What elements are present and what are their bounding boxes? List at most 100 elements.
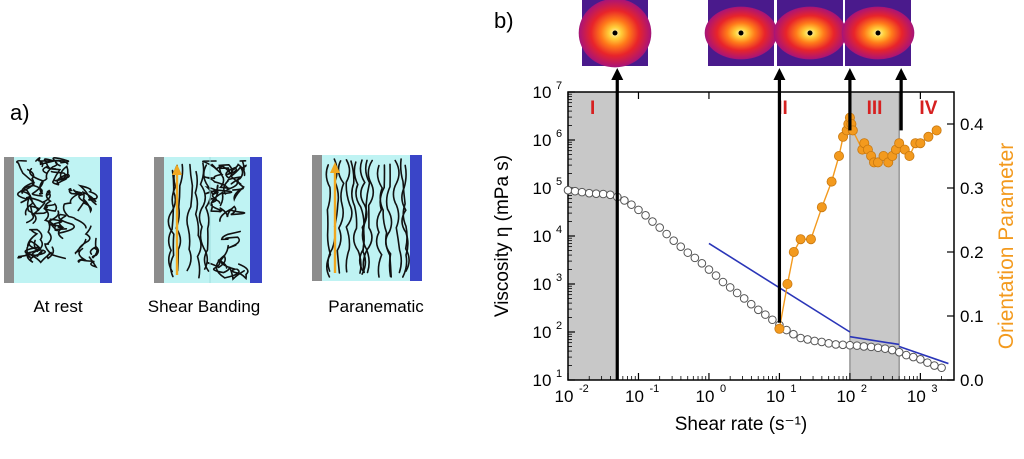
polymer-chains (167, 160, 249, 281)
fixed-wall (100, 157, 112, 283)
viscosity-point (718, 277, 728, 287)
shear-arrow-head (330, 162, 340, 173)
y-tick-exponent: 7 (556, 80, 562, 92)
orientation-point (923, 131, 934, 142)
x-tick-label: 10 (766, 387, 785, 406)
polymer-chain (25, 244, 46, 259)
viscosity-point (725, 283, 735, 292)
caption-at-rest: At rest (33, 297, 83, 316)
x-tick-label: 10 (555, 387, 574, 406)
polymer-chain (77, 247, 98, 269)
polymer-chain (219, 205, 246, 222)
viscosity-point (676, 242, 686, 251)
schematic-at-rest (4, 157, 112, 283)
viscosity-point (605, 190, 615, 200)
schematic-shear-banding-graphic (154, 157, 262, 283)
polymer-chain (89, 237, 100, 259)
polymer-chain (365, 159, 375, 274)
x-axis: 10 -2 10 -1 10 0 10 1 10 2 10 3 (555, 92, 955, 406)
viscosity-point (739, 294, 749, 303)
viscosity-point (591, 189, 601, 199)
viscosity-point (704, 265, 714, 274)
moving-wall (312, 155, 322, 281)
chart-panel: b) 10 -2 10 -1 10 0 10 1 10 2 10 3 Shear rate (s⁻¹) 1… (480, 0, 1024, 454)
orientation-point (894, 138, 905, 149)
orientation-point (774, 323, 785, 334)
polymer-chain (198, 162, 209, 270)
y-tick-exponent: 4 (556, 224, 562, 236)
viscosity-point (930, 361, 939, 370)
polymer-chain (336, 160, 345, 274)
polymer-chain (350, 160, 362, 274)
viscosity-point (901, 350, 911, 360)
polymer-chain (345, 159, 353, 273)
polymer-chain (401, 164, 409, 278)
viscosity-point (620, 196, 629, 205)
y-tick-label: 10 (533, 83, 552, 102)
polymer-chain (74, 225, 92, 255)
polymer-chain (17, 246, 55, 264)
shear-arrow-head (172, 164, 182, 175)
viscosity-series (563, 185, 946, 373)
polymer-chain (42, 165, 70, 186)
polymer-chain (175, 163, 184, 272)
region-label-IV: IV (919, 98, 937, 119)
schematic-paranematic-graphic (312, 155, 422, 281)
schematic-paranematic (312, 155, 422, 281)
viscosity-point (746, 299, 756, 309)
viscosity-point (732, 288, 742, 298)
polymer-chain (26, 228, 44, 253)
y2-tick-label: 0.3 (960, 179, 984, 198)
y-tick-label: 10 (533, 275, 552, 294)
viscosity-point (810, 336, 819, 346)
pattern-arrow-head (843, 68, 856, 80)
polymer-chain (353, 161, 367, 275)
x-tick-exponent: 1 (790, 383, 796, 395)
viscosity-point (753, 305, 763, 315)
polymer-chain (43, 202, 58, 228)
viscosity-point (909, 352, 918, 362)
polymer-chain (38, 157, 70, 168)
viscosity-point (887, 345, 897, 355)
polymer-chain (26, 190, 51, 224)
y-axis: 10 1 10 2 10 3 10 4 10 5 10 6 10 7 (533, 80, 575, 390)
polymer-chain (77, 190, 97, 214)
pattern-arrow-head (611, 68, 624, 80)
viscosity-point (894, 347, 904, 357)
viscosity-point (859, 342, 869, 351)
panel-a-label: a) (10, 100, 30, 125)
viscosity-point (627, 200, 636, 209)
polymer-chain (358, 159, 368, 273)
y-tick-exponent: 1 (556, 368, 562, 380)
y-axis-label: Viscosity η (mPa s) (492, 155, 513, 317)
polymer-chain (24, 240, 43, 263)
y2-axis: 0.0 0.1 0.2 0.3 0.4 (947, 115, 984, 390)
polymer-chain (384, 163, 393, 278)
orientation-point (782, 278, 793, 289)
region-label-III: III (867, 98, 883, 119)
viscosity-point (873, 343, 883, 353)
y-tick-label: 10 (533, 179, 552, 198)
beam-stop (738, 30, 744, 36)
region-labels: I II III IV (590, 98, 938, 119)
polymer-chain (16, 159, 36, 195)
viscosity-point (803, 335, 812, 344)
viscosity-point (697, 258, 707, 268)
polymer-chain (392, 159, 403, 274)
y-tick-label: 10 (533, 371, 552, 390)
beam-stop (612, 30, 618, 36)
orientation-point (826, 176, 837, 187)
viscosity-point (768, 315, 777, 325)
polymer-chain (208, 191, 224, 213)
viscosity-point (690, 253, 700, 263)
viscosity-point (570, 186, 580, 196)
shaded-region-I (567, 91, 618, 381)
polymer-chain (202, 160, 231, 174)
moving-wall (154, 157, 164, 283)
viscosity-point (598, 189, 608, 199)
viscosity-point (916, 354, 925, 364)
y2-axis-label: Orientation Parameter (995, 143, 1018, 350)
pattern-arrow-head (773, 68, 786, 80)
y-tick-label: 10 (533, 323, 552, 342)
